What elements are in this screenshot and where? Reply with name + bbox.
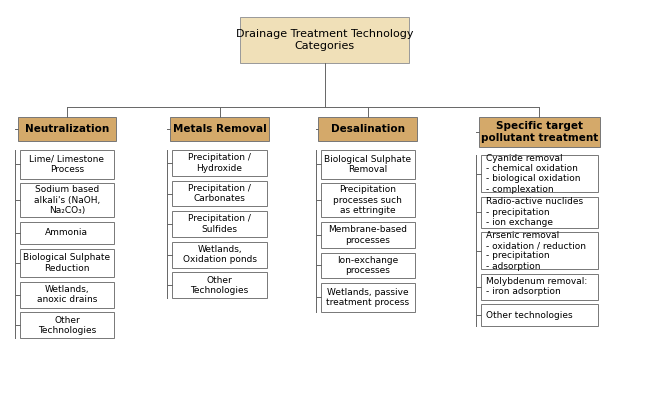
Text: Sodium based
alkali's (NaOH,
Na₂CO₃): Sodium based alkali's (NaOH, Na₂CO₃) <box>34 185 100 215</box>
Text: Specific target
pollutant treatment: Specific target pollutant treatment <box>481 121 598 143</box>
FancyBboxPatch shape <box>20 282 114 308</box>
FancyBboxPatch shape <box>18 117 116 141</box>
Text: Precipitation /
Sulfides: Precipitation / Sulfides <box>188 214 251 234</box>
Text: Lime/ Limestone
Process: Lime/ Limestone Process <box>29 155 104 174</box>
FancyBboxPatch shape <box>321 222 415 248</box>
FancyBboxPatch shape <box>321 283 415 312</box>
Text: Cyanide removal
- chemical oxidation
- biological oxidation
- complexation: Cyanide removal - chemical oxidation - b… <box>485 153 580 194</box>
FancyBboxPatch shape <box>173 150 267 176</box>
FancyBboxPatch shape <box>170 117 269 141</box>
Text: Precipitation /
Carbonates: Precipitation / Carbonates <box>188 184 251 203</box>
FancyBboxPatch shape <box>20 312 114 338</box>
Text: Biological Sulphate
Removal: Biological Sulphate Removal <box>324 155 411 174</box>
FancyBboxPatch shape <box>321 252 415 278</box>
FancyBboxPatch shape <box>240 17 409 63</box>
FancyBboxPatch shape <box>20 150 114 179</box>
Text: Other technologies: Other technologies <box>485 311 572 320</box>
Text: Metals Removal: Metals Removal <box>173 124 267 134</box>
Text: Ammonia: Ammonia <box>45 228 88 237</box>
FancyBboxPatch shape <box>20 249 114 277</box>
Text: Wetlands, passive
treatment process: Wetlands, passive treatment process <box>326 288 410 307</box>
FancyBboxPatch shape <box>20 222 114 244</box>
Text: Neutralization: Neutralization <box>25 124 109 134</box>
FancyBboxPatch shape <box>319 117 417 141</box>
Text: Wetlands,
anoxic drains: Wetlands, anoxic drains <box>37 285 97 305</box>
FancyBboxPatch shape <box>482 232 598 269</box>
Text: Radio-active nuclides
- precipitation
- ion exchange: Radio-active nuclides - precipitation - … <box>485 197 583 227</box>
FancyBboxPatch shape <box>479 117 600 147</box>
FancyBboxPatch shape <box>173 181 267 207</box>
FancyBboxPatch shape <box>482 156 598 192</box>
Text: Membrane-based
processes: Membrane-based processes <box>328 225 408 245</box>
FancyBboxPatch shape <box>173 272 267 298</box>
Text: Biological Sulphate
Reduction: Biological Sulphate Reduction <box>23 253 110 273</box>
Text: Drainage Treatment Technology
Categories: Drainage Treatment Technology Categories <box>236 29 413 51</box>
FancyBboxPatch shape <box>20 183 114 217</box>
FancyBboxPatch shape <box>173 211 267 237</box>
FancyBboxPatch shape <box>482 304 598 326</box>
Text: Precipitation
processes such
as ettringite: Precipitation processes such as ettringi… <box>334 185 402 215</box>
Text: Ion-exchange
processes: Ion-exchange processes <box>337 256 398 275</box>
FancyBboxPatch shape <box>482 197 598 228</box>
Text: Precipitation /
Hydroxide: Precipitation / Hydroxide <box>188 153 251 173</box>
Text: Wetlands,
Oxidation ponds: Wetlands, Oxidation ponds <box>182 245 256 264</box>
FancyBboxPatch shape <box>321 183 415 217</box>
FancyBboxPatch shape <box>173 242 267 268</box>
Text: Molybdenum removal:
- iron adsorption: Molybdenum removal: - iron adsorption <box>485 277 587 296</box>
Text: Desalination: Desalination <box>331 124 405 134</box>
FancyBboxPatch shape <box>482 274 598 300</box>
Text: Other
Technologies: Other Technologies <box>190 275 249 295</box>
FancyBboxPatch shape <box>321 150 415 179</box>
Text: Other
Technologies: Other Technologies <box>38 315 96 335</box>
Text: Arsenic removal
- oxidation / reduction
- precipitation
- adsorption: Arsenic removal - oxidation / reduction … <box>485 230 586 271</box>
